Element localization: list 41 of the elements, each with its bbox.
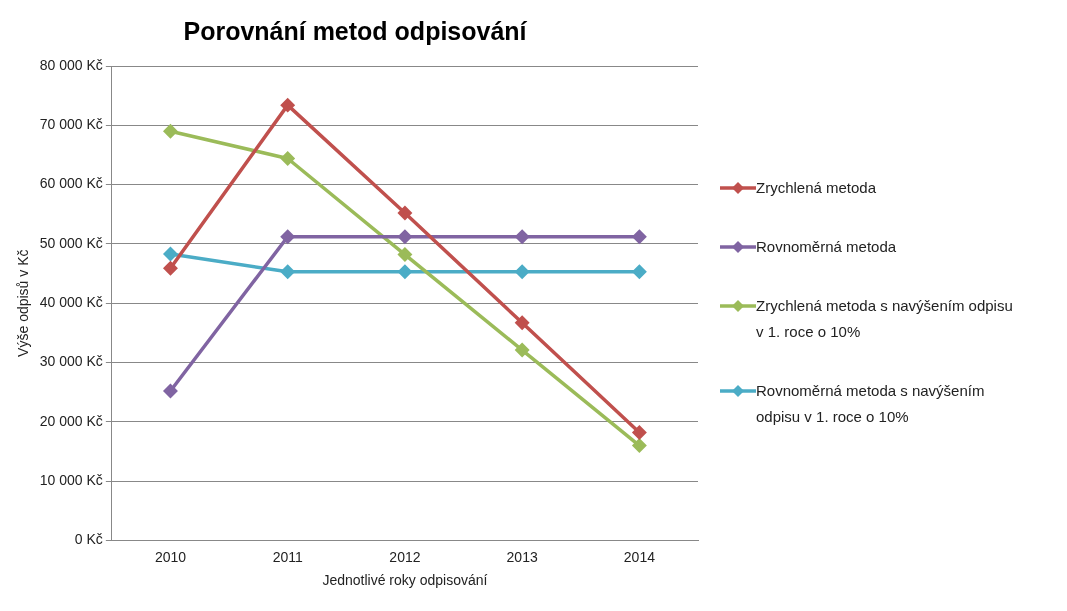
- y-tick-label: 0 Kč: [74, 531, 103, 548]
- x-tick-label: 2010: [154, 548, 187, 565]
- legend-label: Rovnoměrná metoda s navýšením odpisu v 1. roce o 10%: [756, 381, 986, 427]
- point: [163, 247, 178, 261]
- x-tick-label: 2012: [389, 548, 421, 565]
- point: [280, 265, 295, 279]
- point: [632, 425, 647, 440]
- x-axis-title: Jednotlivé roky odpisování: [322, 572, 488, 589]
- chart-title: Porovnání metod odpisování: [183, 16, 528, 45]
- y-tick-label: 30 000 Kč: [39, 353, 103, 370]
- point: [515, 316, 529, 330]
- y-tick-label: 80 000 Kč: [39, 56, 103, 73]
- x-tick-label: 2013: [506, 548, 538, 565]
- point: [632, 438, 647, 453]
- point: [280, 230, 295, 244]
- legend-label: Zrychlená metoda s navýšením odpisu v 1. roce o 10%: [756, 296, 1014, 342]
- point: [398, 206, 412, 220]
- y-axis-title: Výše odpisů v Kč: [15, 249, 32, 357]
- point: [632, 230, 647, 244]
- y-tick-label: 40 000 Kč: [39, 294, 103, 311]
- y-tick-label: 10 000 Kč: [39, 471, 103, 488]
- point: [398, 230, 412, 244]
- point: [280, 151, 295, 166]
- point: [398, 247, 412, 262]
- point: [515, 265, 529, 279]
- x-tick-label: 2014: [623, 548, 656, 565]
- point: [515, 230, 529, 244]
- point: [163, 261, 178, 275]
- y-tick-label: 20 000 Kč: [39, 412, 103, 429]
- point: [163, 124, 178, 138]
- y-tick-label: 50 000 Kč: [39, 234, 103, 251]
- point: [280, 98, 295, 112]
- point: [515, 343, 529, 357]
- y-tick-label: 60 000 Kč: [39, 175, 103, 192]
- legend-label: Zrychlená metoda: [756, 178, 877, 198]
- y-tick-label: 70 000 Kč: [39, 116, 103, 133]
- x-tick-label: 2011: [272, 548, 303, 565]
- legend-label: Rovnoměrná metoda: [756, 237, 897, 257]
- point: [632, 265, 647, 279]
- point: [398, 265, 412, 279]
- point: [163, 384, 178, 398]
